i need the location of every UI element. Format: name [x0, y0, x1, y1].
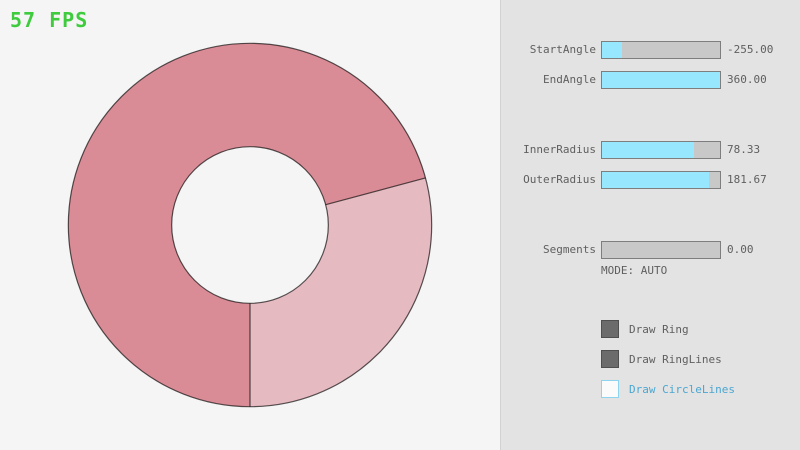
slider-value: 78.33 — [727, 143, 761, 156]
control-panel: StartAngle -255.00 EndAngle 360.00 Inner… — [500, 0, 800, 450]
slider-row-outerradius: OuterRadius 181.67 — [501, 170, 800, 190]
slider-row-innerradius: InnerRadius 78.33 — [501, 140, 800, 160]
ring-segment-light — [250, 177, 432, 407]
render-stage: 57 FPS — [10, 8, 433, 408]
checkbox-row-draw-circlelines: Draw CircleLines — [501, 380, 800, 400]
checkbox-row-draw-ringlines: Draw RingLines — [501, 350, 800, 370]
slider-value: 360.00 — [727, 73, 767, 86]
slider-outerradius[interactable] — [601, 171, 721, 189]
slider-value: 0.00 — [727, 243, 754, 256]
checkbox-draw-ring[interactable] — [601, 320, 619, 338]
slider-value: -255.00 — [727, 43, 774, 56]
ring-inner-circle-line — [171, 146, 329, 304]
ring-chart — [67, 42, 433, 408]
checkbox-draw-ringlines[interactable] — [601, 350, 619, 368]
ring-segment-dark — [68, 43, 426, 407]
slider-fill — [602, 42, 623, 58]
checkbox-draw-circlelines[interactable] — [601, 380, 619, 398]
ring-radial-line-upper-right — [325, 177, 426, 206]
slider-fill — [602, 172, 710, 188]
slider-label: InnerRadius — [523, 143, 596, 156]
fps-counter: 57 FPS — [10, 8, 89, 32]
ring-outline — [67, 42, 433, 408]
slider-segments[interactable] — [601, 241, 721, 259]
checkbox-label: Draw RingLines — [629, 353, 722, 366]
slider-row-segments: Segments 0.00 — [501, 240, 800, 260]
slider-row-endangle: EndAngle 360.00 — [501, 70, 800, 90]
slider-fill — [602, 72, 720, 88]
slider-innerradius[interactable] — [601, 141, 721, 159]
checkbox-label: Draw CircleLines — [629, 383, 735, 396]
slider-label: OuterRadius — [523, 173, 596, 186]
checkbox-label: Draw Ring — [629, 323, 689, 336]
mode-indicator: MODE: AUTO — [601, 264, 668, 277]
checkbox-row-draw-ring: Draw Ring — [501, 320, 800, 340]
slider-label: EndAngle — [543, 73, 596, 86]
slider-row-startangle: StartAngle -255.00 — [501, 40, 800, 60]
slider-label: StartAngle — [529, 43, 596, 56]
slider-endangle[interactable] — [601, 71, 721, 89]
slider-startangle[interactable] — [601, 41, 721, 59]
slider-value: 181.67 — [727, 173, 767, 186]
slider-label: Segments — [543, 243, 596, 256]
slider-fill — [602, 142, 695, 158]
